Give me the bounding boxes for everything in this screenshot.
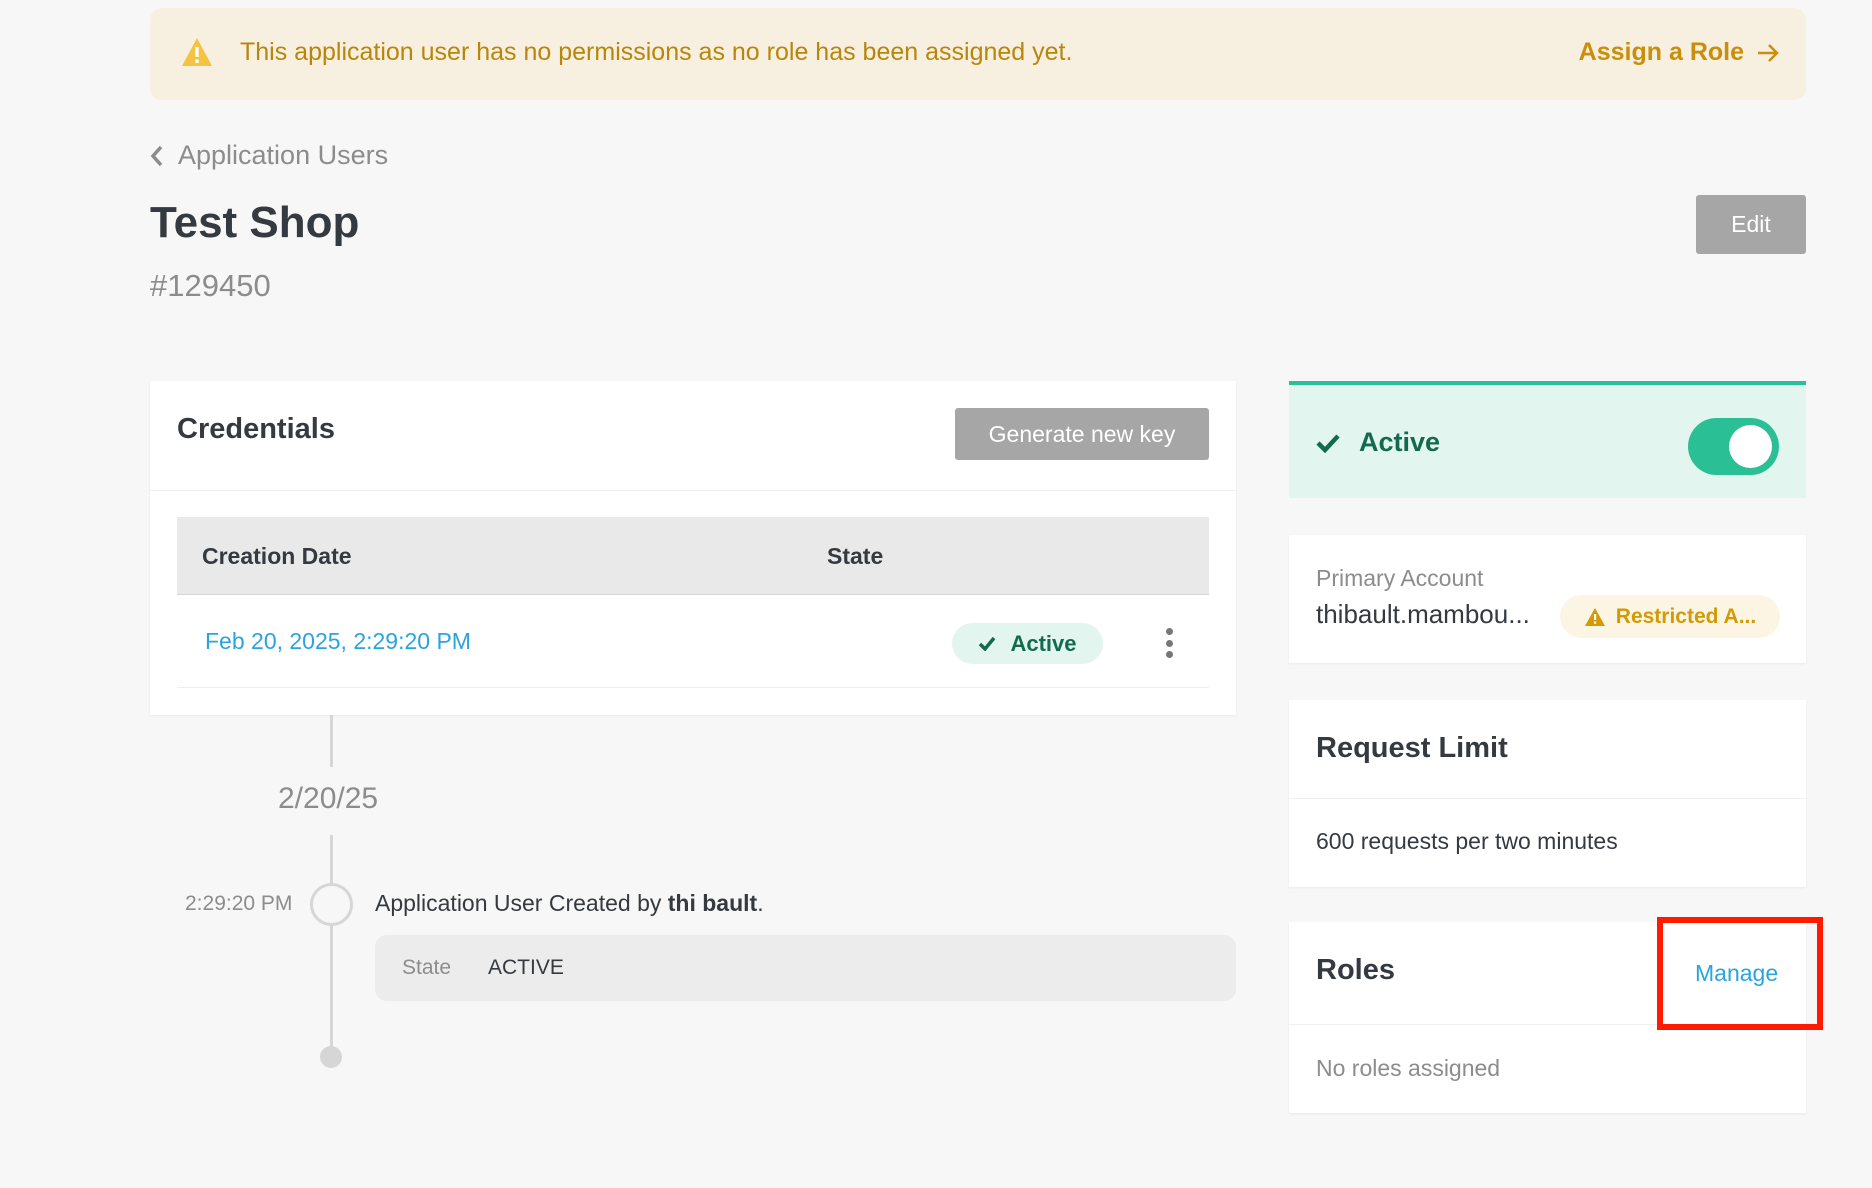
request-limit-value: 600 requests per two minutes [1316, 828, 1618, 854]
timeline-end-dot [320, 1046, 342, 1068]
highlight-box [1657, 917, 1823, 1030]
roles-title: Roles [1316, 954, 1395, 986]
page-title: Test Shop [150, 198, 360, 247]
divider [1289, 1024, 1806, 1025]
status-card: Active [1289, 381, 1806, 498]
primary-account-card: Primary Account thibault.mambou... Restr… [1289, 535, 1806, 663]
row-more-options-icon[interactable] [1163, 628, 1175, 658]
column-state: State [827, 543, 884, 569]
event-time: 2:29:20 PM [185, 892, 293, 915]
primary-account-label: Primary Account [1316, 565, 1484, 591]
request-limit-title: Request Limit [1316, 732, 1508, 764]
divider [1289, 798, 1806, 799]
credentials-card: Credentials Generate new key Creation Da… [150, 381, 1236, 715]
assign-role-link[interactable]: Assign a Role [1579, 38, 1780, 67]
state-field-value: ACTIVE [488, 956, 564, 979]
restricted-access-badge: Restricted A... [1560, 595, 1780, 638]
manage-roles-link[interactable]: Manage [1695, 960, 1779, 986]
primary-account-value: thibault.mambou... [1316, 599, 1530, 629]
check-icon [979, 636, 996, 651]
warning-icon [182, 38, 212, 66]
arrow-right-icon [1758, 43, 1779, 62]
status-label: Active [1359, 427, 1441, 457]
event-text: Application User Created by [375, 890, 662, 916]
edit-button[interactable]: Edit [1696, 195, 1806, 254]
credentials-title: Credentials [177, 413, 335, 445]
request-limit-card: Request Limit 600 requests per two minut… [1289, 700, 1806, 887]
assign-role-label: Assign a Role [1578, 38, 1744, 66]
creation-date-link[interactable]: Feb 20, 2025, 2:29:20 PM [205, 628, 471, 654]
timeline-event-marker [310, 883, 353, 926]
column-creation-date: Creation Date [202, 543, 352, 569]
badge-label: Restricted A... [1615, 604, 1757, 628]
back-label: Application Users [178, 140, 389, 170]
state-field-label: State [402, 956, 452, 979]
chevron-left-icon [150, 145, 163, 166]
table-row: Feb 20, 2025, 2:29:20 PM Active [177, 595, 1209, 688]
no-roles-text: No roles assigned [1316, 1055, 1501, 1081]
event-suffix: . [757, 890, 764, 916]
state-label: Active [1010, 630, 1077, 656]
credentials-table-header: Creation Date State [177, 517, 1209, 595]
banner-message: This application user has no permissions… [240, 38, 1073, 66]
event-state-detail: State ACTIVE [375, 935, 1236, 1001]
no-role-warning-banner: This application user has no permissions… [150, 8, 1806, 100]
divider [150, 490, 1236, 491]
warning-icon [1584, 607, 1605, 626]
status-badge: Active [952, 623, 1103, 664]
active-toggle[interactable] [1688, 418, 1779, 475]
roles-card: Roles Manage No roles assigned [1289, 922, 1806, 1113]
timeline-date: 2/20/25 [278, 782, 379, 815]
user-id: #129450 [150, 268, 271, 303]
generate-new-key-button[interactable]: Generate new key [955, 408, 1209, 460]
timeline-line [330, 835, 333, 883]
back-to-application-users[interactable]: Application Users [150, 140, 388, 171]
event-description: Application User Created by thi bault. [375, 890, 764, 917]
check-icon [1316, 434, 1340, 453]
timeline-line [330, 926, 333, 1048]
event-actor: thi bault [667, 890, 758, 916]
timeline-line [330, 715, 333, 767]
